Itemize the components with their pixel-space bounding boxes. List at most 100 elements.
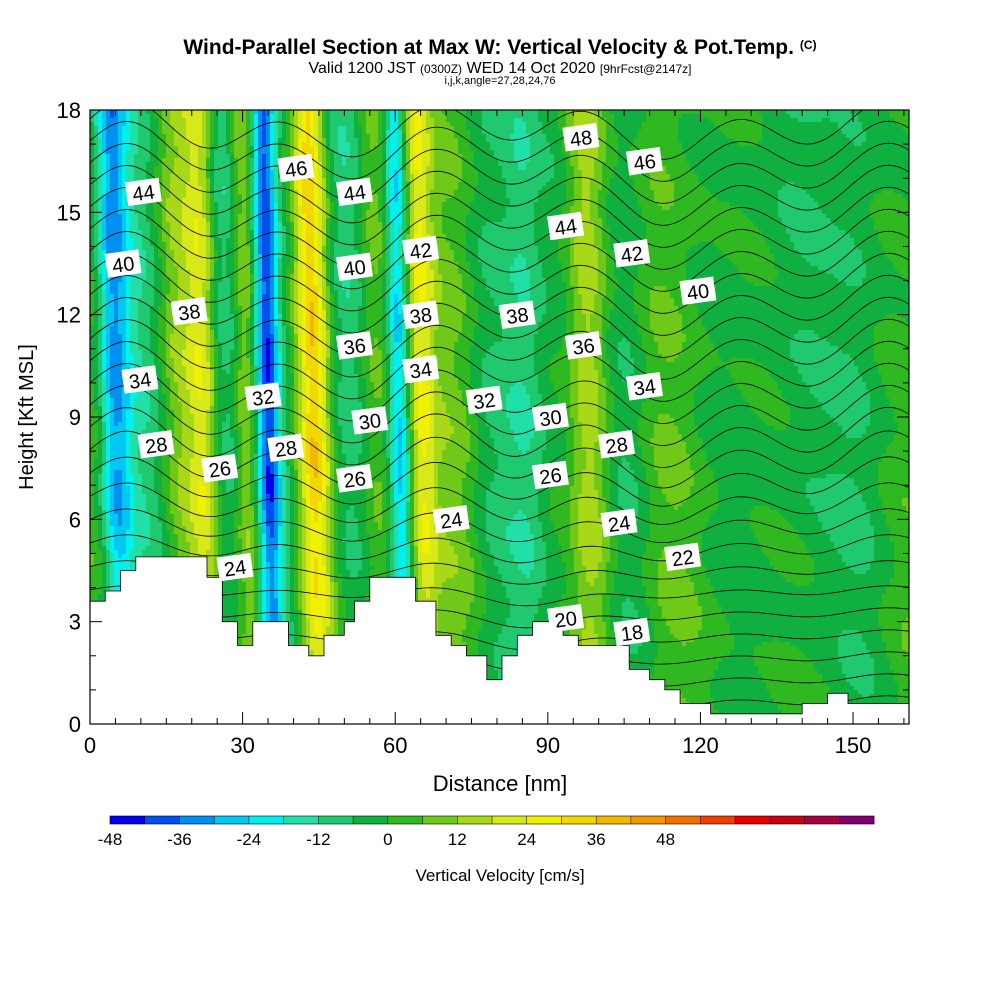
contour-label: 24 (216, 552, 254, 582)
colorbar-tick-label: 24 (517, 830, 536, 849)
theta-contour-30 (90, 508, 909, 543)
contour-label: 40 (104, 249, 142, 278)
contour-label: 26 (201, 453, 239, 483)
y-tick-label: 15 (57, 200, 81, 225)
contour-label: 24 (600, 508, 638, 537)
contour-label: 22 (664, 542, 702, 571)
x-tick-label: 120 (682, 733, 719, 758)
colorbar-swatch (283, 816, 319, 824)
theta-contour-27 (90, 585, 909, 607)
contour-label: 32 (465, 385, 503, 414)
colorbar-label: Vertical Velocity [cm/s] (415, 866, 584, 885)
grid-index-note: i,j,k,angle=27,28,24,76 (0, 75, 1000, 87)
utc-time: (0300Z) (420, 62, 462, 76)
y-tick-label: 9 (69, 405, 81, 430)
contour-label: 30 (531, 402, 569, 432)
contour-label-text: 26 (207, 458, 232, 483)
contour-label: 42 (613, 239, 651, 268)
contour-label-text: 32 (472, 389, 497, 414)
colorbar-swatch (214, 816, 250, 824)
y-tick-label: 12 (57, 303, 81, 328)
contour-label-text: 26 (342, 468, 367, 493)
contour-label: 28 (597, 430, 636, 459)
theta-contour-44 (90, 186, 909, 248)
contour-label-text: 30 (538, 407, 563, 432)
contour-label-text: 40 (342, 256, 367, 281)
theta-contour-31 (90, 482, 909, 525)
colorbar-swatch (665, 816, 701, 824)
x-axis-label: Distance [nm] (433, 771, 568, 796)
contour-label-text: 40 (111, 253, 136, 278)
x-tick-label: 60 (383, 733, 407, 758)
contour-label: 48 (562, 123, 600, 152)
colorbar-swatch (492, 816, 528, 824)
theta-contour-29 (90, 534, 909, 564)
theta-contour-39 (90, 296, 909, 358)
theta-contour-32 (90, 456, 909, 507)
colorbar-swatch (110, 816, 146, 824)
contour-label-text: 38 (408, 304, 433, 329)
y-tick-label: 0 (69, 712, 81, 737)
contour-label-text: 32 (251, 386, 276, 411)
contour-label-text: 46 (632, 151, 657, 176)
terrain-mask (89, 556, 910, 725)
contour-label: 46 (277, 153, 315, 182)
contour-label: 38 (402, 300, 440, 329)
contour-label: 32 (244, 382, 282, 411)
contour-label: 44 (335, 177, 374, 206)
contour-label: 44 (547, 211, 585, 240)
forecast-info: [9hrFcst@2147z] (600, 62, 692, 76)
theta-contour-35 (90, 384, 909, 446)
colorbar-swatch (144, 816, 180, 824)
y-tick-label: 18 (57, 98, 81, 123)
contour-label-text: 38 (177, 301, 202, 326)
contour-label-text: 26 (538, 465, 563, 490)
contour-label-text: 34 (632, 376, 657, 401)
contour-label: 40 (335, 252, 374, 281)
contour-label: 18 (613, 617, 651, 646)
contour-label-text: 36 (342, 335, 367, 360)
colorbar-tick-label: 12 (448, 830, 467, 849)
contour-label: 42 (402, 235, 440, 264)
valid-date: WED 14 Oct 2020 (467, 60, 596, 77)
theta-contour-40 (90, 274, 909, 336)
contour-label: 44 (124, 177, 162, 206)
contour-label-text: 44 (342, 181, 367, 206)
colorbar-swatch (387, 816, 423, 824)
contour-label: 34 (625, 372, 664, 401)
contour-label-text: 24 (223, 557, 248, 582)
theta-contour-42 (90, 230, 909, 292)
x-tick-label: 0 (84, 733, 96, 758)
contour-label-text: 34 (408, 359, 433, 384)
theta-contour-37 (90, 340, 909, 402)
colorbar-tick-label: 36 (587, 830, 606, 849)
colorbar-tick-label: 0 (383, 830, 392, 849)
contour-label: 34 (402, 354, 440, 384)
colorbar-swatch (735, 816, 771, 824)
colorbar-swatch (457, 816, 493, 824)
contour-label-text: 42 (408, 239, 433, 264)
contour-label: 26 (531, 460, 569, 490)
contour-labels: 44 40 38 34 28 26 24 46 44 40 36 32 30 28 26 42 38 34 32 24… (104, 123, 717, 646)
contour-label: 38 (498, 300, 536, 329)
contour-label: 38 (170, 297, 208, 326)
x-tick-label: 150 (835, 733, 872, 758)
contour-label: 36 (564, 331, 602, 360)
theta-contour-48 (90, 110, 864, 160)
contour-label-text: 42 (620, 243, 645, 268)
contour-label: 24 (432, 505, 470, 534)
colorbar-swatch (804, 816, 840, 824)
contour-label: 46 (625, 146, 664, 176)
theta-contour-26 (90, 607, 909, 629)
x-tick-label: 90 (536, 733, 560, 758)
colorbar-swatch (318, 816, 354, 824)
contour-label: 34 (121, 365, 159, 394)
theta-contour-45 (90, 164, 909, 226)
theta-contour-47 (90, 120, 909, 182)
contour-label: 36 (335, 331, 374, 360)
contour-label-text: 28 (274, 437, 299, 462)
colorbar-tick-label: -48 (98, 830, 123, 849)
colorbar-tick-label: -24 (237, 830, 262, 849)
colorbar-swatch (526, 816, 562, 824)
contour-label-text: 22 (670, 546, 695, 571)
